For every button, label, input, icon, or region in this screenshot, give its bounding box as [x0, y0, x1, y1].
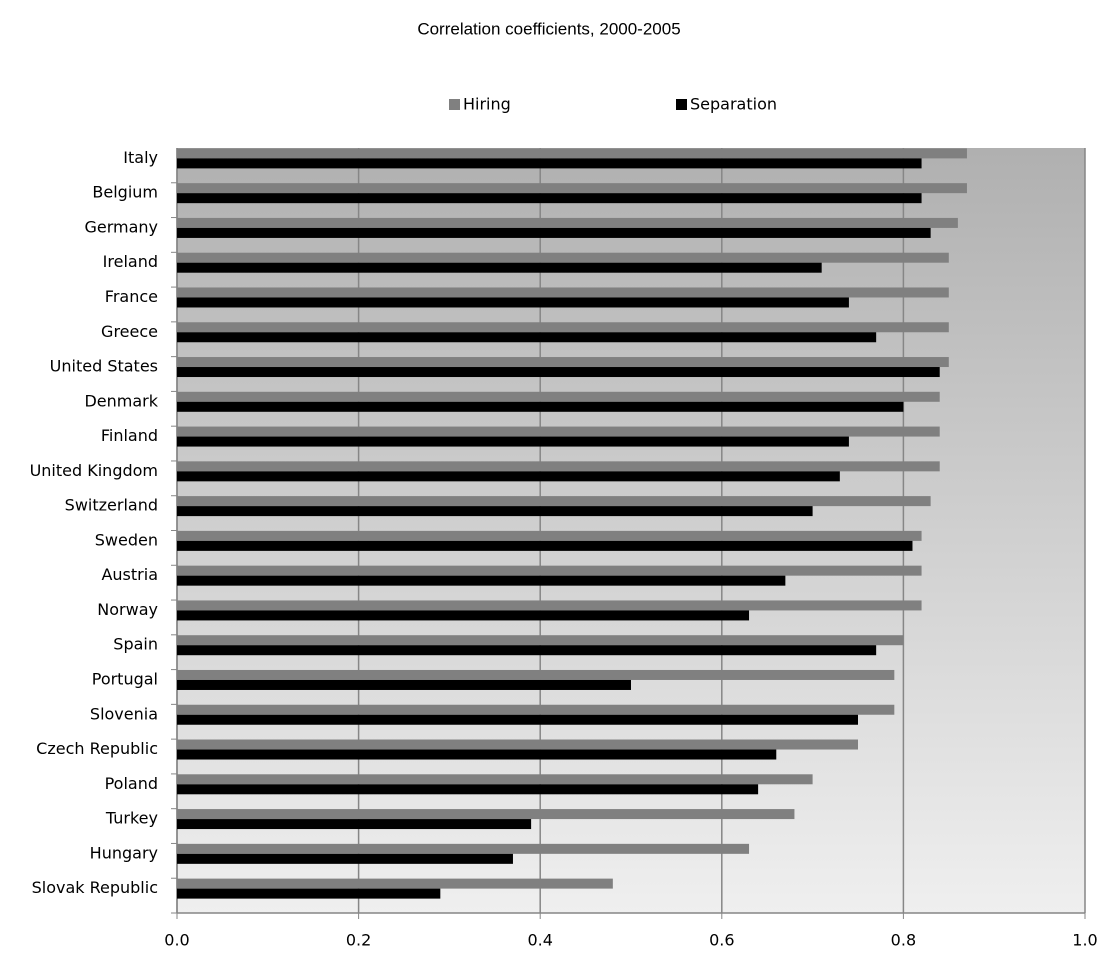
bar: [177, 461, 940, 472]
bar: [177, 575, 786, 586]
bar: [177, 471, 840, 482]
bar: [177, 679, 631, 690]
bar: [177, 853, 513, 864]
legend-label: Separation: [690, 95, 777, 114]
bar: [177, 357, 949, 368]
y-tick-label: Greece: [101, 322, 158, 341]
y-tick-label: Hungary: [90, 843, 158, 862]
y-tick-label: Italy: [123, 148, 158, 167]
y-tick-label: Ireland: [103, 252, 158, 271]
bar: [177, 391, 940, 402]
bar: [177, 565, 922, 576]
legend-swatch: [676, 99, 687, 110]
legend-swatch: [449, 99, 460, 110]
bar: [177, 749, 777, 760]
bar: [177, 193, 922, 204]
bar: [177, 819, 532, 830]
bar: [177, 367, 940, 378]
x-tick-label: 0.8: [891, 931, 916, 950]
bar: [177, 158, 922, 169]
bar: [177, 287, 949, 298]
y-tick-label: Sweden: [95, 530, 158, 549]
bar: [177, 530, 922, 541]
bar: [177, 739, 858, 750]
x-tick-label: 0.6: [709, 931, 734, 950]
bar: [177, 183, 967, 194]
bar: [177, 635, 904, 646]
bar: [177, 227, 931, 238]
y-tick-label: Slovenia: [90, 704, 158, 723]
bar: [177, 506, 813, 517]
bar: [177, 774, 813, 785]
bar: [177, 496, 931, 507]
y-tick-label: Poland: [105, 774, 158, 793]
x-tick-label: 0.2: [346, 931, 371, 950]
y-tick-label: Germany: [84, 217, 158, 236]
legend-label: Hiring: [463, 95, 511, 114]
y-tick-label: Switzerland: [65, 496, 158, 515]
y-tick-label: Denmark: [84, 391, 158, 410]
bar: [177, 426, 940, 437]
y-tick-label: Austria: [101, 565, 158, 584]
x-tick-label: 1.0: [1072, 931, 1097, 950]
bar: [177, 645, 877, 656]
bar: [177, 297, 849, 308]
y-tick-label: Norway: [97, 600, 158, 619]
y-tick-label: Finland: [101, 426, 158, 445]
y-tick-label: Spain: [113, 635, 158, 654]
bar: [177, 610, 750, 621]
x-tick-label: 0.4: [527, 931, 552, 950]
bar: [177, 888, 441, 899]
bar: [177, 252, 949, 263]
bar: [177, 878, 613, 889]
y-tick-label: United States: [50, 357, 158, 376]
y-tick-label: United Kingdom: [30, 461, 158, 480]
bar: [177, 436, 849, 447]
y-tick-label: Slovak Republic: [32, 878, 158, 897]
y-tick-label: France: [105, 287, 158, 306]
y-tick-label: Turkey: [105, 809, 158, 828]
bar: [177, 322, 949, 333]
bar: [177, 669, 895, 680]
chart-title: Correlation coefficients, 2000-2005: [417, 19, 680, 38]
bar: [177, 401, 904, 412]
bar: [177, 148, 967, 159]
bar: [177, 809, 795, 820]
y-tick-label: Czech Republic: [36, 739, 158, 758]
bar: [177, 784, 759, 795]
bar: [177, 540, 913, 551]
bar: [177, 600, 922, 611]
bar: [177, 262, 822, 273]
bar: [177, 217, 958, 228]
bar: [177, 843, 750, 854]
bar: [177, 332, 877, 343]
y-tick-label: Portugal: [92, 669, 158, 688]
bar: [177, 714, 858, 725]
x-tick-label: 0.0: [164, 931, 189, 950]
bar: [177, 704, 895, 715]
y-tick-label: Belgium: [92, 183, 158, 202]
